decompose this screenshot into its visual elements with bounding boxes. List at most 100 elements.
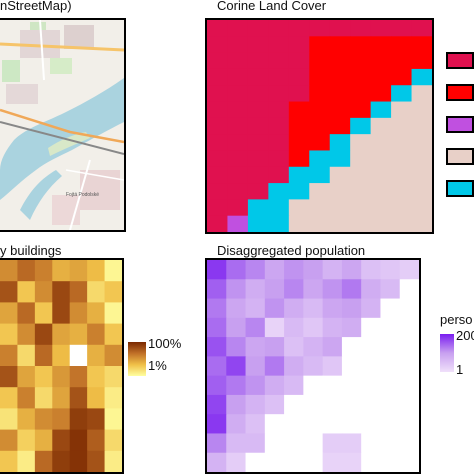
population-cell <box>322 356 343 377</box>
buildings-cell <box>69 429 88 452</box>
population-cell <box>264 337 285 357</box>
clc-cell <box>309 36 331 54</box>
clc-cell <box>370 215 392 232</box>
clc-cell <box>247 52 269 70</box>
population-cell <box>264 375 285 396</box>
buildings-cell <box>34 387 53 409</box>
population-cell <box>207 414 227 435</box>
population-cell <box>361 394 382 415</box>
buildings-cell <box>17 408 36 431</box>
clc-cell <box>329 52 351 70</box>
population-cell <box>303 394 324 415</box>
buildings-cell <box>52 387 71 409</box>
buildings-colorbar-min-label: 1% <box>148 358 167 373</box>
population-cell <box>284 317 304 338</box>
clc-cell <box>329 199 351 217</box>
buildings-cell <box>104 302 122 325</box>
population-cell <box>264 356 285 377</box>
buildings-cell <box>104 366 122 388</box>
clc-cell <box>411 101 432 119</box>
clc-cell <box>207 20 229 37</box>
buildings-cell <box>17 260 36 282</box>
clc-cell <box>350 117 372 135</box>
population-cell <box>245 279 266 300</box>
population-colorbar <box>440 334 454 372</box>
clc-cell <box>288 36 310 54</box>
map-road <box>65 169 124 181</box>
population-cell <box>245 394 266 415</box>
population-panel-title: Disaggregated population <box>217 243 366 258</box>
population-cell <box>399 394 419 415</box>
clc-cell <box>350 68 372 86</box>
population-cell <box>284 356 304 377</box>
population-cell <box>264 433 285 454</box>
clc-cell <box>391 166 413 184</box>
buildings-cell <box>69 344 88 367</box>
population-cell <box>264 452 285 472</box>
population-cell <box>341 279 362 300</box>
population-cell <box>380 433 401 454</box>
clc-cell <box>247 150 269 168</box>
clc-cell <box>247 117 269 135</box>
population-cell <box>245 414 266 435</box>
buildings-cell <box>69 387 88 409</box>
population-cell <box>207 433 227 454</box>
clc-cell <box>391 36 413 54</box>
clc-cell <box>288 52 310 70</box>
clc-cell <box>370 199 392 217</box>
clc-cell <box>288 199 310 217</box>
clc-cell <box>411 36 432 54</box>
population-cell <box>322 279 343 300</box>
clc-cell <box>411 134 432 152</box>
population-cell <box>399 317 419 338</box>
clc-cell <box>329 101 351 119</box>
clc-cell <box>268 134 290 152</box>
buildings-cell <box>52 429 71 452</box>
clc-cell <box>247 166 269 184</box>
population-cell <box>264 279 285 300</box>
buildings-colorbar <box>128 342 146 376</box>
clc-cell <box>288 85 310 103</box>
population-cell <box>284 298 304 319</box>
clc-cell <box>411 150 432 168</box>
buildings-cell <box>52 302 71 325</box>
clc-cell <box>391 52 413 70</box>
buildings-cell <box>87 344 106 367</box>
population-cell <box>361 356 382 377</box>
clc-cell <box>309 215 331 232</box>
population-cell <box>226 452 247 472</box>
buildings-cell <box>52 366 71 388</box>
population-cell <box>264 317 285 338</box>
clc-cell <box>370 36 392 54</box>
buildings-cell <box>104 344 122 367</box>
population-cell <box>226 337 247 357</box>
population-cell <box>399 414 419 435</box>
population-cell <box>245 356 266 377</box>
population-cell <box>322 298 343 319</box>
population-cell <box>380 317 401 338</box>
buildings-cell <box>104 387 122 409</box>
clc-cell <box>247 199 269 217</box>
map-road <box>69 159 91 230</box>
population-cell <box>361 375 382 396</box>
population-cell <box>380 260 401 280</box>
clc-legend-swatch <box>446 84 474 101</box>
population-cell <box>322 317 343 338</box>
clc-cell <box>247 101 269 119</box>
buildings-cell <box>104 281 122 303</box>
population-cell <box>264 260 285 280</box>
buildings-cell <box>0 344 19 367</box>
population-cell <box>361 317 382 338</box>
clc-cell <box>391 117 413 135</box>
clc-cell <box>247 183 269 200</box>
clc-cell <box>350 183 372 200</box>
buildings-cell <box>52 450 71 472</box>
clc-cell <box>268 20 290 37</box>
population-cell <box>361 452 382 472</box>
buildings-cell <box>17 302 36 325</box>
clc-cell <box>268 215 290 232</box>
clc-cell <box>247 215 269 232</box>
buildings-cell <box>34 366 53 388</box>
buildings-cell <box>17 344 36 367</box>
clc-cell <box>391 150 413 168</box>
